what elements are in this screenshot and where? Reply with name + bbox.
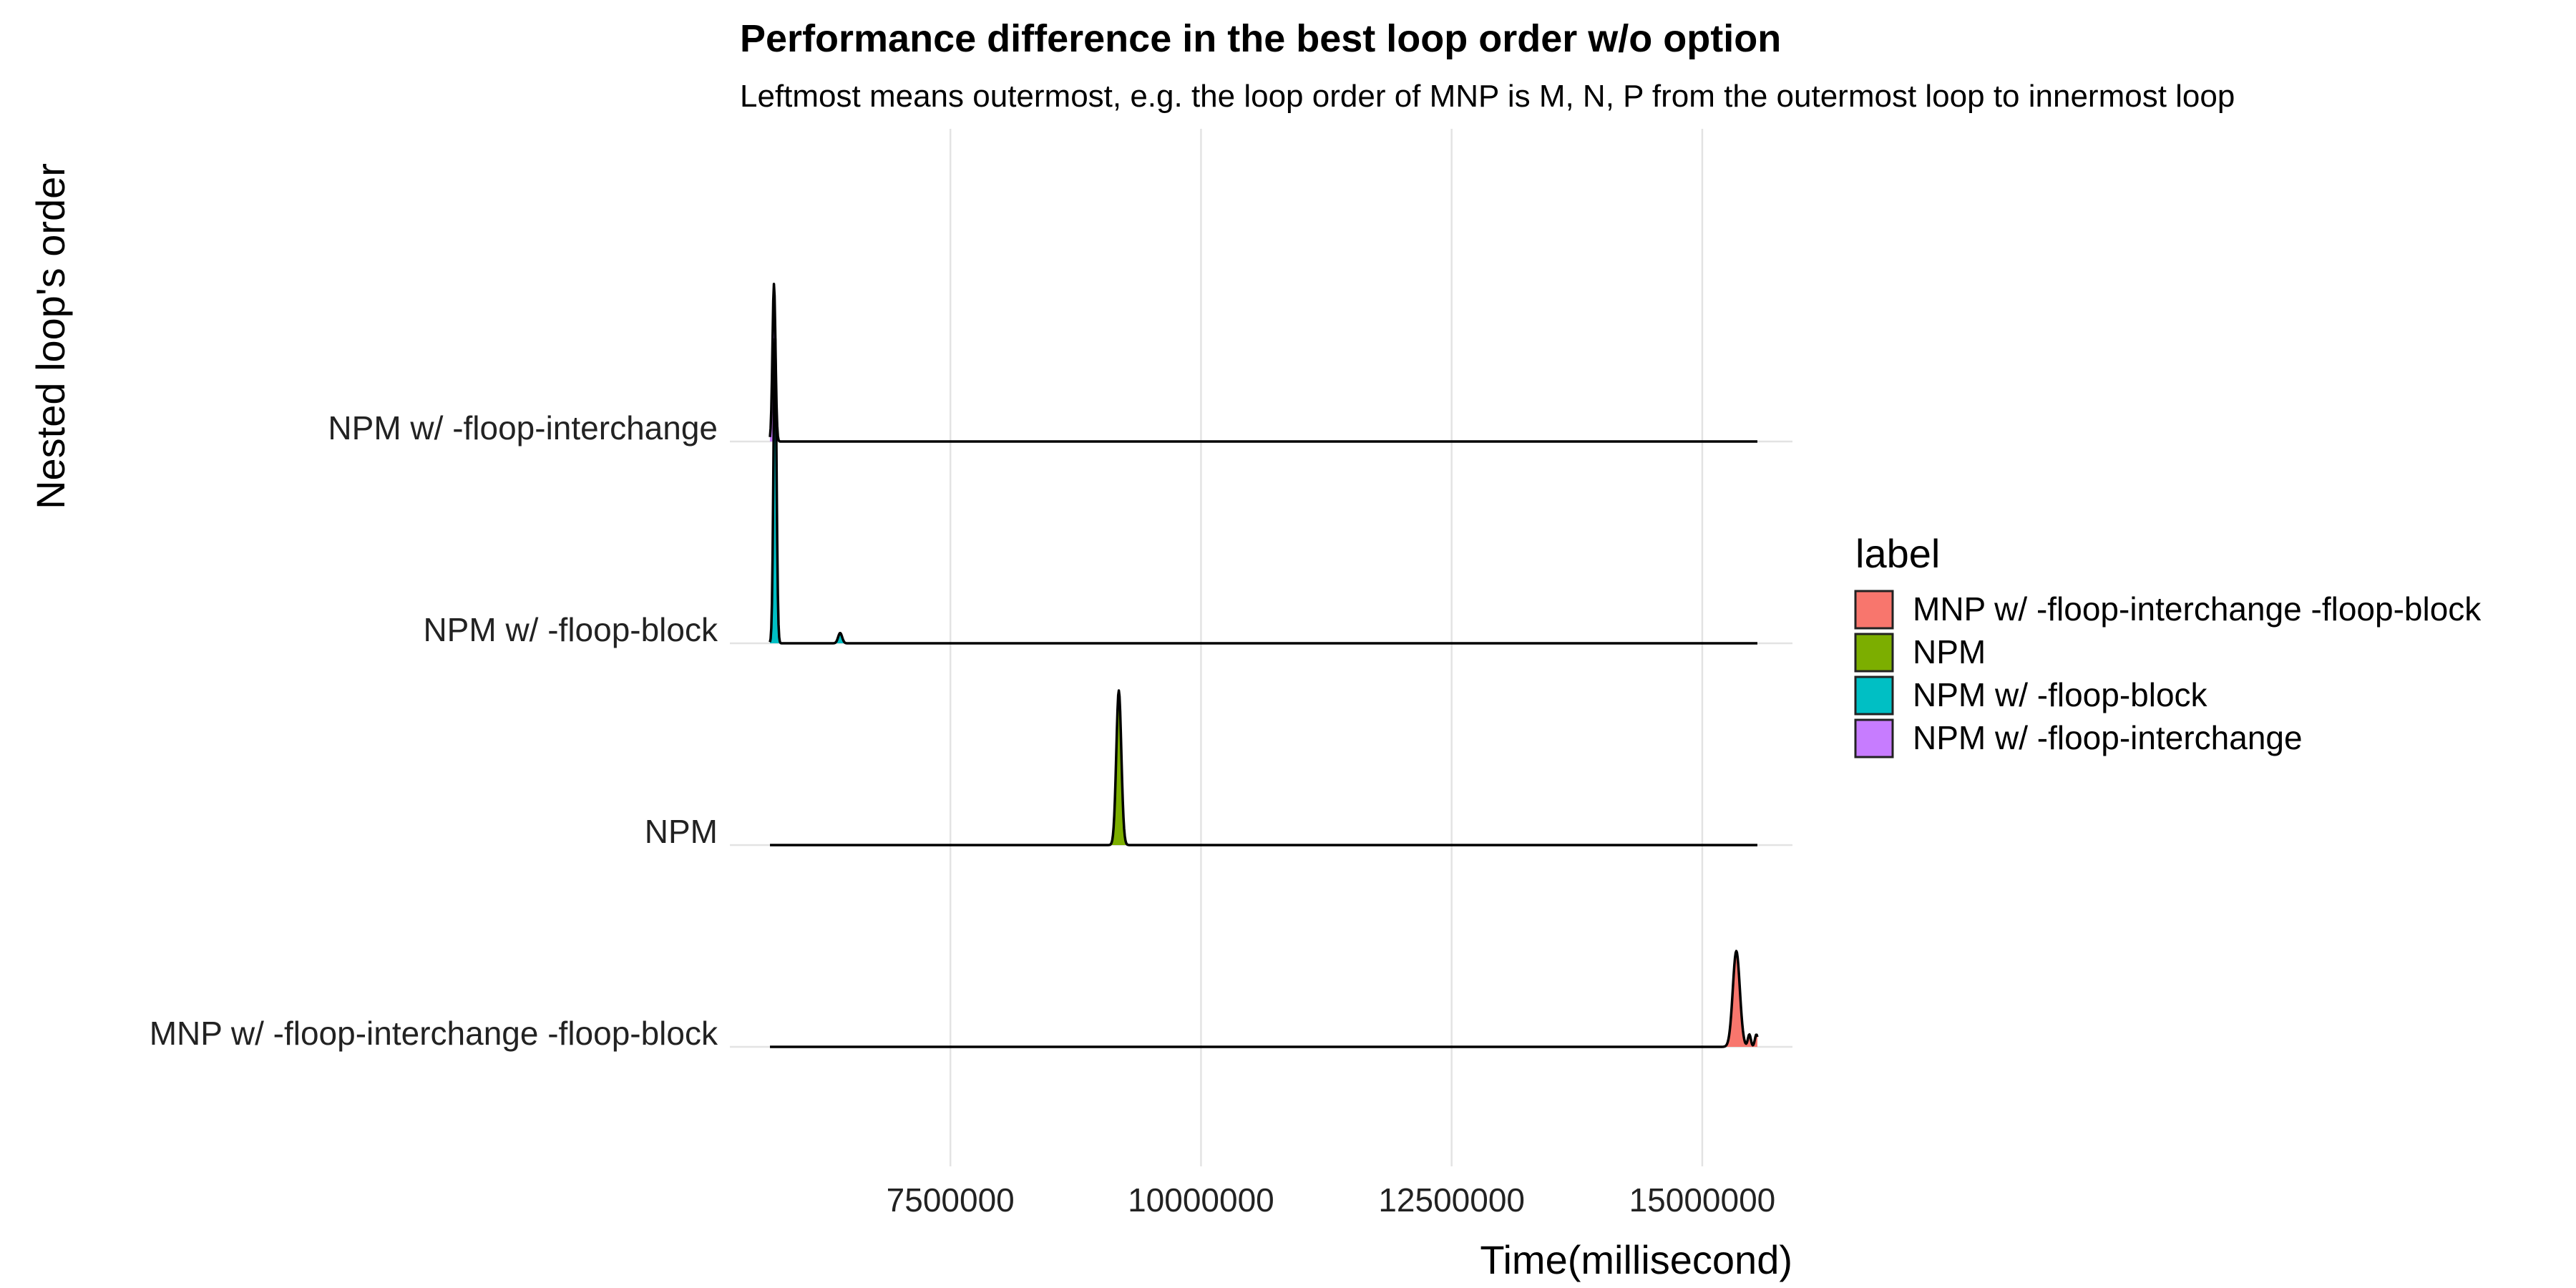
legend-key <box>1854 675 1894 716</box>
y-axis-label: Nested loop's order <box>28 163 73 509</box>
chart-title: Performance difference in the best loop … <box>740 17 1781 60</box>
x-tick-label: 7500000 <box>887 1181 1015 1219</box>
legend-label: NPM w/ -floop-interchange <box>1913 719 2303 756</box>
y-tick-label: NPM <box>645 813 718 850</box>
x-tick-label: 15000000 <box>1629 1181 1776 1219</box>
y-tick-label: NPM w/ -floop-block <box>423 611 718 648</box>
x-tick-label: 10000000 <box>1128 1181 1274 1219</box>
legend-key <box>1854 718 1894 758</box>
ridge-fill <box>770 338 1757 643</box>
ridges <box>769 283 1759 1048</box>
legend-key <box>1854 590 1894 630</box>
ridge-line <box>769 950 1759 1048</box>
legend-label: MNP w/ -floop-interchange -floop-block <box>1913 590 2482 628</box>
chart-subtitle: Leftmost means outermost, e.g. the loop … <box>740 79 2235 114</box>
x-tick-label: 12500000 <box>1378 1181 1525 1219</box>
legend-title: label <box>1855 531 1940 576</box>
ridge-line <box>769 283 1758 443</box>
y-tick-label: NPM w/ -floop-interchange <box>328 409 718 447</box>
ridge-fill <box>770 951 1757 1047</box>
x-axis-label: Time(millisecond) <box>1480 1237 1792 1282</box>
ridge-fill <box>770 691 1757 845</box>
legend-label: NPM w/ -floop-block <box>1913 676 2208 713</box>
y-tick-labels: MNP w/ -floop-interchange -floop-block NP… <box>150 409 718 1052</box>
ridge-fill <box>770 283 1757 441</box>
ridge-line <box>769 689 1758 847</box>
legend-key <box>1854 633 1894 673</box>
legend: MNP w/ -floop-interchange -floop-block NP… <box>1854 590 2482 758</box>
x-tick-labels: 7500000 10000000 12500000 15000000 <box>887 1181 1776 1219</box>
legend-label: NPM <box>1913 633 1986 670</box>
ridge-line <box>769 337 1758 645</box>
gridlines <box>730 129 1792 1166</box>
y-tick-label: MNP w/ -floop-interchange -floop-block <box>150 1015 718 1052</box>
